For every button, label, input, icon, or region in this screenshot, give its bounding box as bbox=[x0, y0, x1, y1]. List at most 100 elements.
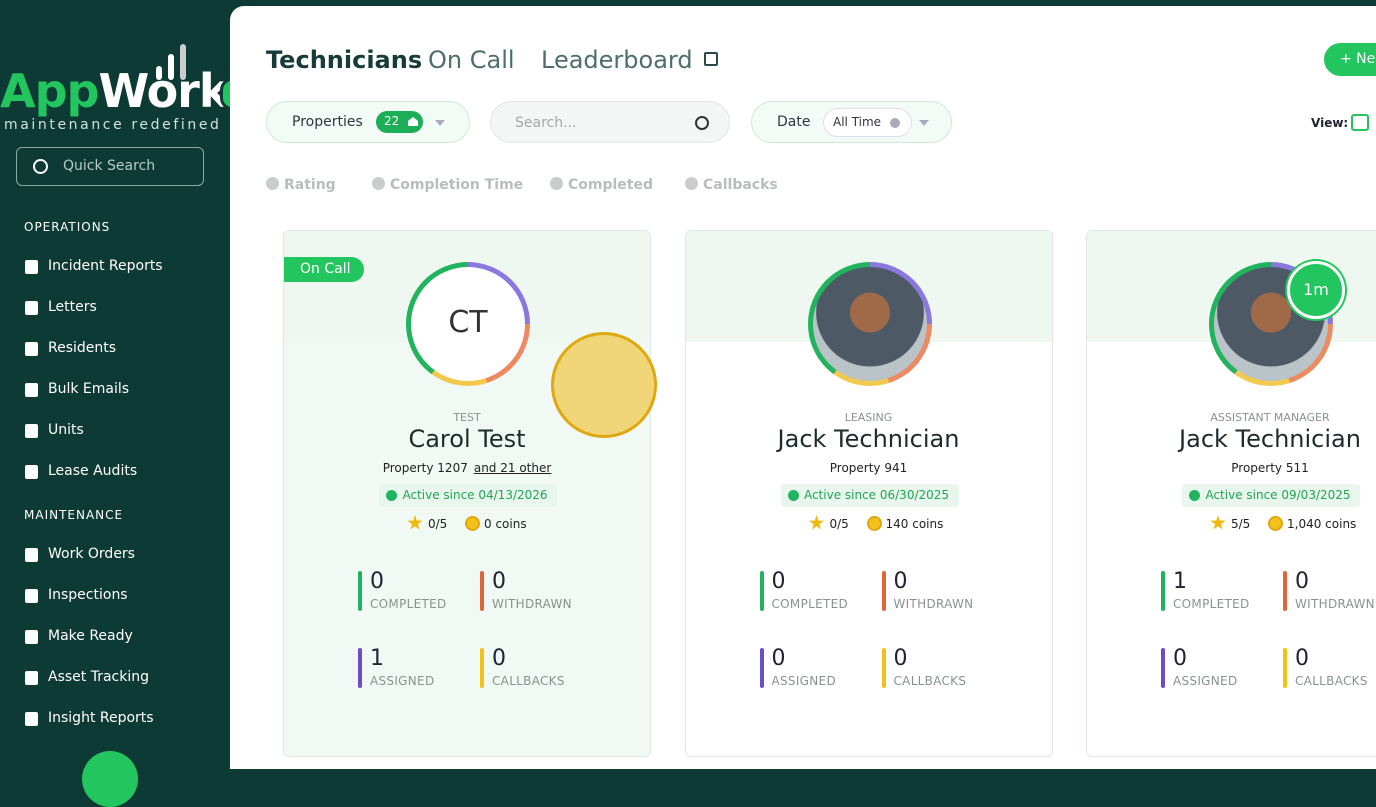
nav-item[interactable]: Bulk Emails bbox=[48, 381, 130, 397]
coins: 0 coins bbox=[484, 517, 527, 531]
stat-label: ASSIGNED bbox=[1173, 674, 1238, 688]
sort-option[interactable]: Completed bbox=[550, 177, 653, 193]
new-button[interactable]: + New bbox=[1324, 43, 1376, 76]
stat-bar bbox=[480, 648, 484, 688]
date-filter[interactable]: Date All Time bbox=[751, 101, 952, 143]
sort-icon bbox=[685, 177, 698, 190]
stat-value: 1 bbox=[1173, 569, 1187, 594]
nav-icon bbox=[25, 712, 38, 726]
nav-item[interactable]: Work Orders bbox=[48, 546, 135, 562]
sort-icon bbox=[372, 177, 385, 190]
coin-icon bbox=[1268, 516, 1283, 531]
role: LEASING bbox=[844, 411, 893, 424]
properties-label: Properties bbox=[292, 114, 363, 130]
nav-item[interactable]: Incident Reports bbox=[48, 258, 163, 274]
view-label: View: bbox=[1311, 116, 1349, 130]
stat-label: WITHDRAWN bbox=[1295, 597, 1375, 611]
property: Property 1207 and 21 other bbox=[284, 461, 650, 475]
name: Carol Test bbox=[408, 425, 526, 453]
timer-badge: 1m bbox=[1287, 261, 1345, 319]
stat-bar bbox=[1283, 648, 1287, 688]
tab[interactable]: On Call bbox=[428, 46, 515, 74]
stat-bar bbox=[480, 571, 484, 611]
logo-work: Work bbox=[98, 64, 229, 118]
properties-filter[interactable]: Properties 22 bbox=[266, 101, 470, 143]
coin-icon bbox=[465, 516, 480, 531]
stat-value: 0 bbox=[370, 569, 384, 594]
stat-label: CALLBACKS bbox=[1295, 674, 1368, 688]
view-toggle[interactable] bbox=[1351, 114, 1369, 131]
nav-item[interactable]: Units bbox=[48, 422, 84, 438]
stat-bar bbox=[759, 648, 764, 688]
stat-value: 0 bbox=[1173, 646, 1187, 671]
star-icon bbox=[407, 515, 423, 530]
star-icon bbox=[808, 515, 825, 530]
nav-item[interactable]: Letters bbox=[48, 299, 97, 315]
property-name: Property 1207 bbox=[382, 461, 468, 475]
stat-label: ASSIGNED bbox=[370, 674, 435, 688]
nav-item[interactable]: Insight Reports bbox=[48, 710, 154, 726]
on-call-badge: On Call bbox=[284, 257, 365, 282]
sort-label: Callbacks bbox=[703, 177, 778, 193]
nav-icon bbox=[25, 383, 38, 397]
search-box[interactable]: Search... bbox=[490, 101, 730, 143]
technician-card[interactable]: LEASING Jack Technician Property 941 Active… bbox=[684, 230, 1053, 757]
stat-value: 0 bbox=[893, 569, 908, 594]
tab[interactable]: Leaderboard bbox=[541, 46, 693, 74]
active-icon bbox=[1189, 490, 1200, 501]
sort-label: Rating bbox=[284, 177, 336, 193]
stat-value: 0 bbox=[492, 569, 506, 594]
page: AppWork maintenance redefined Quick Sear… bbox=[0, 6, 1376, 807]
stat-label: WITHDRAWN bbox=[893, 597, 974, 611]
stat-label: COMPLETED bbox=[771, 597, 849, 611]
technician-card[interactable]: On Call CT TEST Carol Test Property 1207 and … bbox=[283, 230, 651, 757]
sort-option[interactable]: Rating bbox=[266, 177, 336, 193]
tagline: maintenance redefined bbox=[4, 117, 222, 133]
nav-icon bbox=[25, 548, 38, 562]
sort-label: Completed bbox=[568, 177, 654, 193]
technician-card[interactable]: 1m ASSISTANT MANAGER Jack Technician Proper… bbox=[1086, 230, 1376, 757]
stat-bar bbox=[759, 571, 764, 611]
date-label: Date bbox=[777, 114, 811, 130]
stat-value: 0 bbox=[492, 646, 506, 671]
coin-icon bbox=[866, 516, 882, 531]
nav-icon bbox=[25, 671, 38, 685]
stat-value: 0 bbox=[1295, 569, 1309, 594]
active-since: Active since 06/30/2025 bbox=[780, 484, 959, 507]
nav-icon bbox=[25, 630, 38, 644]
nav-icon bbox=[25, 301, 38, 315]
tab[interactable]: Technicians bbox=[266, 46, 423, 74]
stat-value: 1 bbox=[370, 646, 384, 671]
avatar-ring: CT bbox=[406, 262, 530, 386]
stat-bar bbox=[881, 648, 886, 688]
stat-bar bbox=[1161, 648, 1165, 688]
nav-item[interactable]: Lease Audits bbox=[48, 463, 138, 479]
nav-item[interactable]: Make Ready bbox=[48, 628, 133, 644]
nav-section: MAINTENANCE bbox=[24, 508, 124, 522]
rating: 0/5 bbox=[428, 517, 448, 531]
nav-item[interactable]: Asset Tracking bbox=[48, 669, 150, 685]
sort-option[interactable]: Callbacks bbox=[685, 177, 778, 193]
star-icon bbox=[1210, 515, 1226, 530]
stat-label: CALLBACKS bbox=[492, 674, 565, 688]
other-properties[interactable]: and 21 other bbox=[473, 461, 552, 475]
properties-count: 22 bbox=[376, 111, 423, 133]
sort-icon bbox=[550, 177, 563, 190]
coins: 140 coins bbox=[885, 517, 944, 531]
nav-section: OPERATIONS bbox=[24, 220, 111, 234]
property-name: Property 511 bbox=[1231, 461, 1309, 475]
property: Property 941 bbox=[686, 461, 1052, 475]
sort-option[interactable]: Completion Time bbox=[372, 177, 523, 193]
avatar-ring bbox=[807, 262, 932, 386]
avatar-initials: CT bbox=[448, 305, 488, 340]
active-since: Active since 09/03/2025 bbox=[1182, 484, 1360, 507]
help-button[interactable] bbox=[82, 751, 138, 807]
stat-bar bbox=[358, 571, 362, 611]
stat-label: CALLBACKS bbox=[893, 674, 967, 688]
external-icon bbox=[704, 52, 718, 66]
nav-icon bbox=[25, 260, 38, 274]
quick-search[interactable]: Quick Search bbox=[16, 147, 204, 186]
nav-item[interactable]: Inspections bbox=[48, 587, 128, 603]
nav-item[interactable]: Residents bbox=[48, 340, 117, 356]
nav-icon bbox=[25, 465, 38, 479]
